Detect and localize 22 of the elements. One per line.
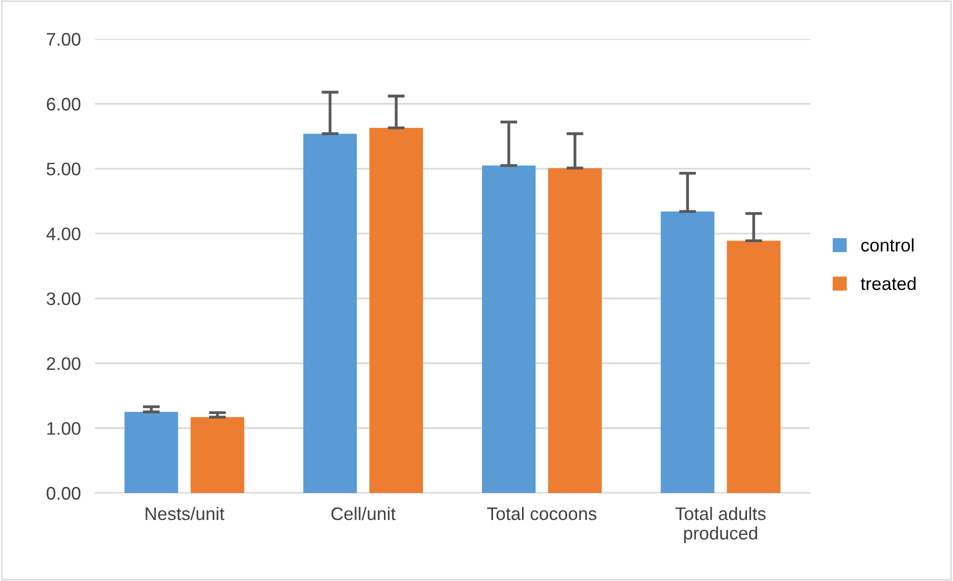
x-tick-label: Total cocoons	[487, 506, 596, 520]
y-tick-label: 4.00	[46, 228, 80, 240]
x-tick-label: Total adults produced	[675, 506, 766, 544]
bar	[190, 417, 244, 493]
y-tick-label: 2.00	[46, 357, 80, 370]
bar	[660, 212, 714, 493]
bar	[303, 134, 357, 493]
bar	[548, 168, 602, 493]
y-tick-label: 3.00	[46, 292, 80, 306]
bar	[369, 128, 424, 493]
x-tick-label: Nests/unit	[146, 506, 224, 520]
y-tick-label: 1.00	[47, 422, 80, 435]
y-tick-label: 5.00	[46, 162, 80, 176]
y-tick-label: 0.00	[46, 486, 80, 500]
y-tick-label: 7.00	[46, 32, 80, 46]
bar	[726, 240, 781, 493]
y-tick-label: 6.00	[46, 98, 80, 111]
bar	[482, 165, 536, 493]
bar	[124, 412, 178, 493]
x-tick-label: Cell/unit	[331, 506, 396, 520]
legend-label: treated	[860, 276, 916, 290]
legend-label: control	[861, 238, 914, 252]
